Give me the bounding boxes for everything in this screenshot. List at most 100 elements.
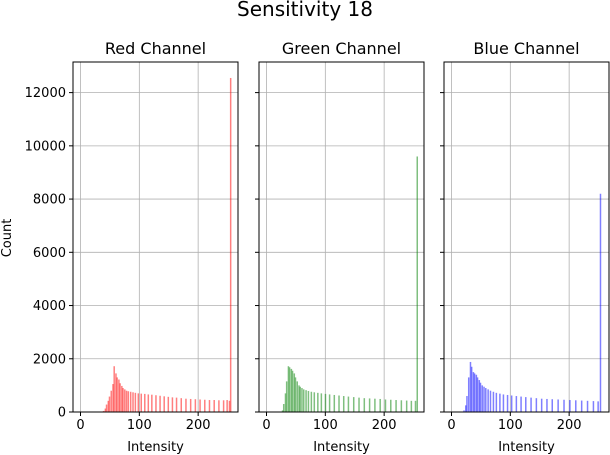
histogram-bar — [180, 398, 182, 412]
histogram-bar — [499, 393, 501, 412]
histogram-bar — [288, 367, 291, 412]
histogram-bar — [489, 390, 492, 412]
histogram-bar — [347, 396, 350, 412]
histogram-bar — [465, 405, 467, 412]
histogram-bar — [147, 394, 150, 412]
histogram-bar — [307, 390, 310, 412]
axes-frame — [258, 61, 425, 413]
histogram-bar — [363, 398, 366, 412]
bar-group — [102, 77, 232, 413]
histogram-bar — [119, 383, 121, 412]
histogram-bar — [481, 385, 483, 412]
histogram-bar — [551, 399, 553, 412]
histogram-bar — [473, 373, 476, 412]
x-axis-label: Intensity — [127, 440, 184, 455]
histogram-bar — [310, 391, 313, 412]
histogram-bar — [320, 393, 323, 412]
x-tick-label: 0 — [76, 418, 84, 433]
y-tick-label: 12000 — [25, 86, 66, 101]
histogram-bar — [121, 385, 123, 412]
histogram-bar — [328, 394, 331, 412]
histogram-bar — [374, 398, 376, 412]
x-tick-label: 100 — [313, 418, 338, 433]
histogram-bar — [194, 399, 197, 412]
histogram-bar — [410, 400, 413, 412]
histogram-bar — [284, 393, 287, 412]
histogram-bar — [222, 400, 225, 412]
histogram-bar — [342, 396, 345, 412]
panel-title: Green Channel — [282, 39, 401, 58]
histogram-bar — [282, 404, 285, 412]
y-tick-label: 6000 — [33, 246, 66, 261]
bar-group — [463, 193, 602, 412]
histogram-bar — [469, 361, 472, 412]
histogram-bar — [107, 400, 110, 412]
histogram-bar — [368, 398, 371, 412]
panel-title: Blue Channel — [473, 39, 579, 58]
histogram-bar — [475, 374, 478, 412]
histogram-bar — [291, 370, 294, 412]
y-tick-label: 8000 — [33, 193, 66, 208]
histogram-bar — [163, 396, 165, 412]
x-tick-label: 100 — [498, 418, 523, 433]
histogram-bar — [502, 394, 505, 412]
figure-title: Sensitivity 18 — [237, 0, 373, 21]
histogram-bar — [515, 396, 518, 412]
bar-group — [281, 156, 418, 412]
histogram-bar — [122, 388, 124, 412]
histogram-bar — [352, 397, 355, 412]
histogram-bar — [129, 391, 132, 412]
histogram-bar — [478, 380, 481, 412]
x-tick-label: 0 — [447, 418, 455, 433]
histogram-bar — [134, 392, 137, 412]
histogram-bar — [140, 393, 142, 412]
histogram-bar — [151, 394, 153, 412]
histogram-bar — [102, 410, 105, 412]
histogram-bar — [294, 377, 297, 412]
histogram-bar — [586, 400, 589, 412]
histogram-bar — [218, 400, 220, 412]
histogram-bar — [313, 392, 316, 412]
x-axis-label: Intensity — [313, 440, 370, 455]
x-tick-label: 100 — [127, 418, 152, 433]
histogram-bar — [105, 404, 108, 412]
x-tick-label: 200 — [186, 418, 211, 433]
histogram-bar — [185, 398, 187, 412]
histogram-bar — [546, 398, 548, 412]
histogram-bar — [127, 391, 130, 412]
histogram-bar — [110, 390, 112, 412]
histogram-bar — [479, 382, 482, 412]
y-tick-label: 10000 — [25, 139, 66, 154]
x-tick-label: 200 — [557, 418, 582, 433]
histogram-bar — [132, 392, 134, 412]
histogram-bar — [299, 386, 301, 412]
panel-3: 0 100 200 Blue Channel Intensity — [440, 39, 610, 455]
histogram-bar — [228, 400, 231, 412]
histogram-bar — [476, 377, 479, 412]
histogram-bar — [463, 410, 465, 412]
histogram-bar — [338, 395, 340, 412]
histogram-bar — [301, 388, 303, 412]
histogram-bar — [333, 394, 336, 412]
histogram-bar — [118, 379, 120, 412]
histogram-bar — [116, 377, 118, 412]
x-axis-label: Intensity — [498, 440, 555, 455]
panel-title: Red Channel — [105, 39, 206, 58]
histogram-bar — [305, 390, 307, 412]
histogram-bar — [112, 384, 114, 412]
histogram-bar — [159, 395, 161, 412]
histogram-bar — [189, 398, 192, 412]
histogram-bar — [281, 410, 284, 412]
histogram-bar — [487, 389, 489, 412]
histogram-bar — [525, 397, 527, 412]
y-tick-label: 2000 — [33, 352, 66, 367]
histogram-bar — [358, 397, 360, 412]
histogram-bar — [563, 399, 565, 412]
histogram-bar — [175, 397, 178, 412]
histogram-bar — [171, 397, 174, 412]
histogram-bar — [287, 366, 290, 412]
